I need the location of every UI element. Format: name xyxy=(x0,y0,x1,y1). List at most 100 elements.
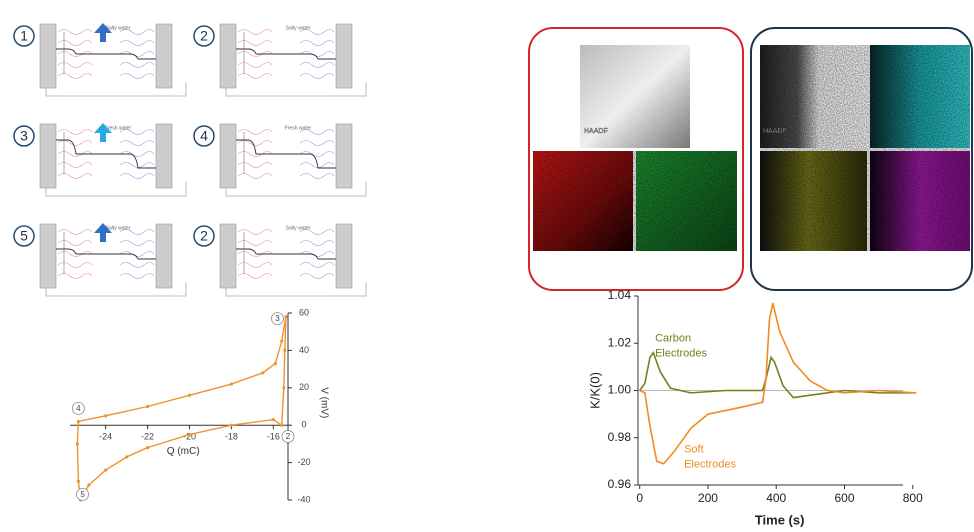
ion-chain xyxy=(119,62,155,68)
data-point xyxy=(284,315,288,319)
chart-time: 0 200 400 600 800 0.96 0.98 1.00 1.02 1.04 Time (s… xyxy=(587,288,923,527)
data-point xyxy=(145,446,150,450)
x-tick-label: 800 xyxy=(903,491,923,505)
water-label: Salty water xyxy=(286,225,311,231)
circuit xyxy=(45,282,187,297)
ion-chain xyxy=(119,40,155,46)
data-point xyxy=(282,386,286,390)
ion-chain xyxy=(237,29,273,35)
ion-chain xyxy=(237,62,273,68)
arrow xyxy=(94,123,112,142)
y-axis-label: V (mV) xyxy=(318,387,329,418)
step-circle xyxy=(13,225,35,247)
y-tick-label: 60 xyxy=(299,307,309,317)
ion-chain xyxy=(299,29,335,35)
y-tick-label: 1.04 xyxy=(608,288,632,302)
data-point xyxy=(187,393,192,397)
navy-frame xyxy=(750,27,973,291)
panel: 3 Fresh water xyxy=(13,123,187,197)
electrode xyxy=(335,23,353,89)
potential-profile xyxy=(236,248,336,260)
ion-chain xyxy=(57,229,93,235)
x-tick-label: 0 xyxy=(636,491,643,505)
x-tick-label: -18 xyxy=(225,432,238,442)
point-label: 4 xyxy=(76,404,81,413)
ion-chain xyxy=(299,40,335,46)
x-tick-label: -20 xyxy=(183,432,196,442)
circuit xyxy=(225,182,367,197)
data-point xyxy=(87,483,91,487)
y-tick-label: 0 xyxy=(301,420,306,430)
electrode xyxy=(335,123,353,189)
water-label: Fresh water xyxy=(105,125,132,131)
point-label: 5 xyxy=(80,490,85,499)
ion-chain xyxy=(119,251,155,257)
water-label: Salty water xyxy=(106,225,131,231)
ion-chain xyxy=(57,29,93,35)
ion-chain xyxy=(237,262,273,268)
data-line xyxy=(76,316,287,503)
ion-chain xyxy=(119,273,155,279)
x-tick-label: -16 xyxy=(267,432,280,442)
step-circle xyxy=(13,25,35,47)
circuit xyxy=(45,182,187,197)
ion-chain xyxy=(119,229,155,235)
data-point xyxy=(76,479,80,483)
point-label: 3 xyxy=(275,314,280,323)
point-label: 2 xyxy=(286,432,291,441)
ion-chain xyxy=(57,40,93,46)
ion-chain xyxy=(57,73,93,79)
ion-chain xyxy=(237,162,273,168)
data-point xyxy=(145,404,150,409)
potential-profile xyxy=(56,48,156,60)
ion-chain xyxy=(299,229,335,235)
y-tick-label: 0.98 xyxy=(608,430,632,444)
ion-chain xyxy=(237,73,273,79)
step-number: 5 xyxy=(20,228,28,244)
x-tick-label: 400 xyxy=(766,491,786,505)
ion-chain xyxy=(57,162,93,168)
annotation: Soft xyxy=(684,443,704,455)
image xyxy=(580,45,690,148)
x-axis-label: Time (s) xyxy=(755,512,805,527)
point-marker xyxy=(281,430,295,443)
data-point xyxy=(273,361,278,366)
ion-chain xyxy=(119,173,155,179)
electrode xyxy=(39,123,57,189)
ion-chain xyxy=(299,262,335,268)
step-number: 2 xyxy=(200,28,208,44)
potential-profile xyxy=(236,139,336,169)
panel: 2 Salty water xyxy=(193,23,367,97)
potential-profile xyxy=(56,248,156,260)
y-tick-label: -20 xyxy=(297,457,310,467)
step-number: 2 xyxy=(200,228,208,244)
point-marker xyxy=(71,401,85,415)
circuit xyxy=(45,82,187,97)
ion-chain xyxy=(57,173,93,179)
ion-chain xyxy=(299,51,335,57)
data-point xyxy=(104,468,108,472)
ion-chain xyxy=(119,51,155,57)
ion-chain xyxy=(57,240,93,246)
point-marker xyxy=(271,312,284,326)
schematic: 1 Salty water 2 Salty water 3 Fresh water 4 Fre… xyxy=(13,23,367,297)
data-line xyxy=(639,351,917,399)
data-point xyxy=(280,339,284,343)
x-tick-label: -24 xyxy=(99,432,112,442)
red-frame xyxy=(528,27,744,291)
ion-chain xyxy=(119,262,155,268)
data-point xyxy=(76,419,80,424)
panel: 2 Salty water xyxy=(193,223,367,297)
image-label: HAADF xyxy=(584,128,608,135)
data-point xyxy=(280,423,284,427)
y-tick-label: 0.96 xyxy=(608,477,632,491)
electrode xyxy=(39,23,57,89)
electrode xyxy=(335,223,353,289)
x-tick-label: 200 xyxy=(698,491,718,505)
ion-chain xyxy=(237,173,273,179)
annotation: Carbon xyxy=(655,332,691,344)
arrow xyxy=(94,223,112,242)
data-point xyxy=(261,371,265,375)
arrow xyxy=(94,23,112,42)
ion-chain xyxy=(57,129,93,135)
